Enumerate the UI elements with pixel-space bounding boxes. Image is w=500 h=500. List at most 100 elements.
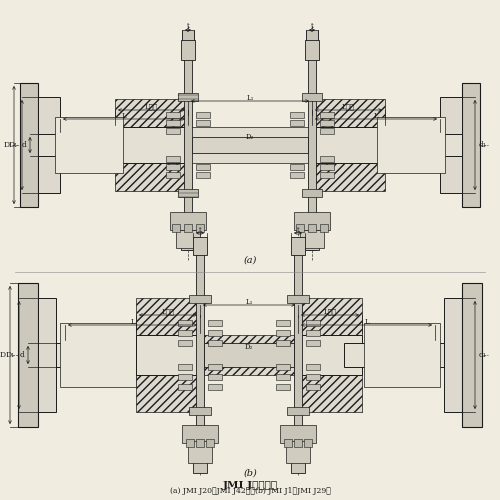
Bar	[166, 128, 180, 134]
Bar	[56, 343, 156, 367]
Bar	[192, 153, 308, 163]
Bar	[196, 112, 210, 118]
Bar	[444, 298, 462, 412]
Bar	[204, 343, 294, 367]
Bar	[298, 375, 362, 412]
Bar	[115, 127, 188, 163]
Bar	[186, 439, 194, 447]
Bar	[193, 237, 207, 255]
Text: t: t	[296, 226, 300, 234]
Bar	[320, 224, 328, 232]
Bar	[290, 128, 304, 134]
Bar	[176, 230, 200, 248]
Bar	[294, 245, 302, 465]
Bar	[172, 224, 180, 232]
Bar	[196, 245, 204, 465]
Bar	[300, 230, 324, 248]
Bar	[276, 340, 290, 346]
Text: t: t	[310, 22, 314, 30]
Bar	[296, 224, 304, 232]
Bar	[306, 30, 318, 40]
Bar	[136, 298, 200, 335]
Bar	[55, 117, 123, 173]
Bar	[178, 374, 192, 380]
Bar	[291, 455, 305, 473]
Bar	[178, 330, 192, 336]
Bar	[38, 298, 56, 412]
Bar	[320, 156, 334, 162]
Text: D₁: D₁	[6, 351, 15, 359]
Bar	[166, 112, 180, 118]
Bar	[178, 364, 192, 370]
Bar	[344, 343, 444, 367]
Bar	[178, 340, 192, 346]
Bar	[60, 323, 136, 387]
Bar	[462, 83, 480, 207]
Text: TONGBO: TONGBO	[70, 343, 190, 367]
Text: d₁: d₁	[479, 141, 487, 149]
Bar	[306, 330, 320, 336]
Bar	[115, 163, 188, 191]
Text: L: L	[130, 318, 135, 326]
Bar	[192, 137, 308, 153]
Bar	[178, 189, 198, 197]
Text: t: t	[198, 226, 202, 234]
Bar	[312, 127, 385, 163]
Bar	[208, 330, 222, 336]
Bar	[196, 120, 210, 126]
Text: L: L	[374, 112, 378, 120]
Bar	[208, 364, 222, 370]
Text: (a) JMⅠ J20～JMⅠ J42型；(b) JMⅠ J1～JMⅠ J29型: (a) JMⅠ J20～JMⅠ J42型；(b) JMⅠ J1～JMⅠ J29型	[170, 487, 330, 495]
Bar	[170, 212, 206, 230]
Bar	[302, 93, 322, 101]
Bar	[290, 112, 304, 118]
Text: L: L	[364, 318, 369, 326]
Text: CAIJING: CAIJING	[316, 143, 424, 167]
Bar	[208, 374, 222, 380]
Bar	[302, 189, 322, 197]
Bar	[298, 335, 362, 375]
Bar	[115, 99, 188, 127]
Bar	[287, 295, 309, 303]
Bar	[312, 99, 385, 127]
Bar	[306, 364, 320, 370]
Bar	[320, 172, 334, 178]
Bar	[166, 156, 180, 162]
Text: L膜片: L膜片	[162, 308, 174, 316]
Bar	[196, 224, 204, 232]
Bar	[306, 320, 320, 326]
Bar	[320, 120, 334, 126]
Bar	[364, 323, 440, 387]
Text: L₁: L₁	[246, 94, 254, 102]
Bar	[178, 384, 192, 390]
Bar	[188, 441, 212, 463]
Bar	[347, 134, 462, 156]
Text: L膜片: L膜片	[342, 102, 355, 110]
Bar	[286, 441, 310, 463]
Bar	[276, 384, 290, 390]
Text: D₂: D₂	[246, 133, 254, 141]
Bar	[20, 83, 38, 207]
Bar	[196, 164, 210, 170]
Bar	[206, 439, 214, 447]
Text: t: t	[186, 22, 190, 30]
Bar	[189, 295, 211, 303]
Text: CAIJING: CAIJING	[316, 343, 424, 367]
Bar	[193, 455, 207, 473]
Bar	[306, 374, 320, 380]
Bar	[308, 40, 316, 250]
Bar	[440, 97, 462, 193]
Bar	[298, 298, 362, 335]
Text: L膜片: L膜片	[145, 102, 158, 110]
Bar	[196, 172, 210, 178]
Bar	[306, 384, 320, 390]
Bar	[189, 407, 211, 415]
Text: (b): (b)	[243, 468, 257, 477]
Bar	[462, 283, 482, 427]
Text: L₁: L₁	[245, 298, 253, 306]
Bar	[178, 320, 192, 326]
Bar	[276, 374, 290, 380]
Text: JMⅠ J型联轴器: JMⅠ J型联轴器	[222, 482, 278, 490]
Bar	[280, 425, 316, 443]
Text: D₂: D₂	[245, 343, 253, 351]
